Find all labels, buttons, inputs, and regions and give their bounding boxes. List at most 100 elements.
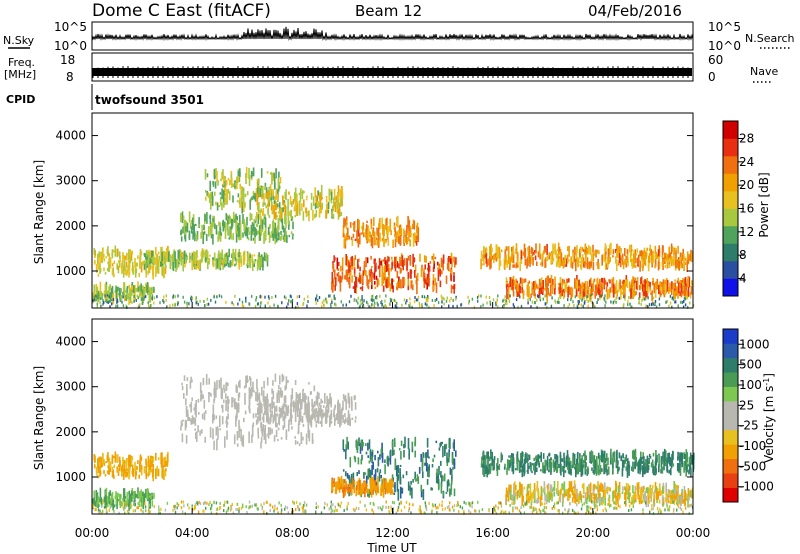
echo-cell bbox=[254, 259, 257, 262]
echo-cell bbox=[342, 487, 345, 498]
echo-cell bbox=[586, 248, 588, 255]
echo-cell bbox=[277, 177, 280, 189]
echo-cell bbox=[271, 428, 273, 434]
echo-cell bbox=[379, 294, 381, 298]
echo-cell bbox=[453, 439, 455, 451]
echo-cell bbox=[386, 483, 389, 494]
echo-cell bbox=[483, 467, 485, 477]
echo-cell bbox=[265, 192, 267, 199]
echo-cell bbox=[563, 452, 565, 463]
echo-cell bbox=[118, 293, 120, 296]
echo-cell bbox=[379, 217, 381, 229]
echo-cell bbox=[237, 393, 240, 402]
echo-cell bbox=[614, 249, 617, 253]
nave-tick-top: 60 bbox=[708, 53, 723, 67]
echo-cell bbox=[152, 265, 154, 270]
echo-cell bbox=[435, 472, 438, 484]
echo-cell bbox=[224, 436, 226, 448]
echo-cell bbox=[406, 224, 408, 236]
echo-cell bbox=[532, 465, 535, 471]
echo-cell bbox=[557, 283, 560, 286]
echo-cell bbox=[252, 171, 255, 177]
echo-cell bbox=[190, 297, 192, 301]
echo-cell bbox=[177, 294, 179, 298]
echo-cell bbox=[216, 380, 218, 390]
echo-cell bbox=[604, 304, 606, 308]
echo-cell bbox=[519, 460, 521, 472]
echo-cell bbox=[126, 493, 128, 501]
echo-cell bbox=[248, 302, 251, 306]
echo-cell bbox=[581, 282, 584, 292]
echo-cell bbox=[269, 305, 271, 309]
echo-cell bbox=[266, 255, 269, 267]
colorbar-segment bbox=[723, 226, 738, 244]
echo-cell bbox=[567, 305, 569, 309]
echo-cell bbox=[607, 466, 610, 475]
echo-cell bbox=[547, 275, 549, 287]
echo-cell bbox=[274, 406, 276, 416]
echo-cell bbox=[373, 217, 375, 226]
echo-cell bbox=[655, 450, 657, 461]
echo-cell bbox=[194, 428, 196, 431]
echo-cell bbox=[339, 197, 342, 207]
echo-cell bbox=[640, 302, 642, 306]
echo-cell bbox=[618, 481, 621, 493]
echo-cell bbox=[347, 392, 350, 404]
echo-cell bbox=[581, 259, 584, 264]
echo-cell bbox=[407, 272, 410, 279]
echo-cell bbox=[367, 455, 369, 458]
echo-cell bbox=[267, 405, 269, 414]
echo-cell bbox=[182, 419, 184, 422]
echo-cell bbox=[690, 257, 692, 262]
echo-cell bbox=[528, 245, 530, 253]
echo-cell bbox=[290, 300, 292, 304]
echo-cell bbox=[195, 297, 197, 301]
echo-cell bbox=[335, 483, 338, 493]
echo-cell bbox=[294, 187, 297, 197]
echo-cell bbox=[174, 259, 177, 268]
echo-cell bbox=[682, 254, 684, 260]
echo-cell bbox=[592, 280, 595, 293]
echo-cell bbox=[200, 253, 203, 257]
echo-cell bbox=[376, 301, 378, 305]
echo-cell bbox=[507, 246, 510, 256]
colorbar-segment bbox=[723, 156, 738, 174]
echo-cell bbox=[266, 393, 269, 403]
echo-cell bbox=[415, 298, 418, 302]
echo-cell bbox=[453, 275, 455, 282]
echo-cell bbox=[174, 303, 176, 307]
echo-cell bbox=[670, 288, 673, 295]
echo-cell bbox=[200, 390, 203, 400]
echo-cell bbox=[225, 213, 228, 221]
echo-cell bbox=[505, 281, 508, 285]
echo-cell bbox=[138, 494, 141, 498]
echo-cell bbox=[359, 266, 361, 272]
echo-cell bbox=[343, 419, 346, 425]
echo-cell bbox=[261, 386, 263, 396]
echo-cell bbox=[232, 195, 234, 203]
echo-cell bbox=[99, 301, 101, 305]
echo-cell bbox=[223, 190, 225, 203]
echo-cell bbox=[586, 281, 589, 291]
echo-cell bbox=[127, 468, 129, 474]
echo-cell bbox=[414, 296, 416, 299]
echo-cell bbox=[118, 456, 121, 464]
echo-cell bbox=[337, 476, 340, 488]
echo-cell bbox=[120, 295, 122, 299]
echo-cell bbox=[149, 287, 151, 290]
echo-cell bbox=[98, 251, 101, 258]
echo-cell bbox=[449, 467, 452, 475]
echo-cell bbox=[494, 256, 497, 260]
echo-cell bbox=[453, 256, 455, 263]
echo-cell bbox=[424, 462, 426, 466]
echo-cell bbox=[450, 297, 452, 300]
echo-cell bbox=[255, 413, 257, 418]
echo-cell bbox=[641, 298, 643, 302]
echo-cell bbox=[300, 188, 302, 194]
echo-cell bbox=[471, 297, 474, 301]
echo-cell bbox=[115, 286, 118, 299]
echo-cell bbox=[298, 414, 301, 426]
echo-cell bbox=[264, 182, 267, 187]
echo-cell bbox=[436, 297, 438, 301]
